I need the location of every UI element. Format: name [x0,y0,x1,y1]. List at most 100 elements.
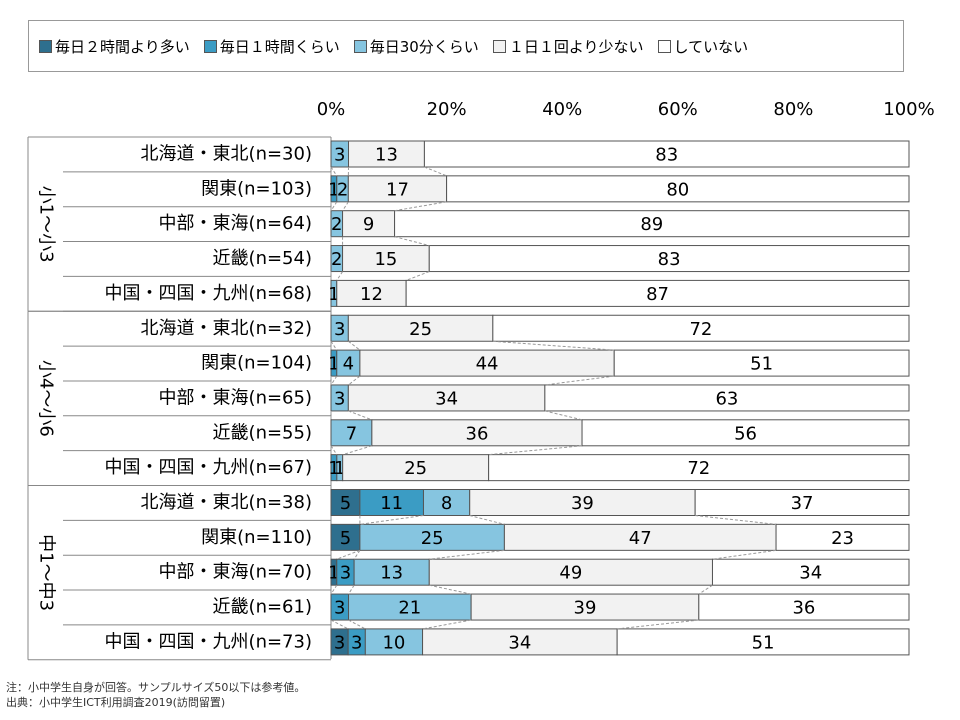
series-connector [394,201,447,212]
series-connector [330,445,338,455]
group-label: 中1～中3 [36,534,57,611]
bar-segment [711,558,910,586]
series-connector [422,619,472,630]
series-connector [544,375,615,386]
series-connector [429,584,472,595]
data-label: 1 [328,458,339,479]
x-tick-label: 80% [773,99,813,120]
data-label: 47 [629,528,652,549]
series-connector [348,340,361,351]
data-label: 1 [328,179,339,200]
data-label: 3 [334,388,345,409]
series-connector [330,375,338,386]
category-label: 関東(n=103) [201,178,312,199]
bar-segment [405,279,910,307]
chart-notes: 注：小中学生自身が回答。サンプルサイズ50以下は参考値。 出典：小中学生ICT利… [6,680,305,710]
legend-item: 毎日１時間くらい [203,36,340,57]
data-label: 3 [334,319,345,340]
category-label: 北海道・東北(n=38) [141,492,312,513]
bar-segment [492,314,910,342]
bar-segment [422,628,618,656]
bar-segment [330,419,373,447]
data-label: 21 [398,598,421,619]
data-label: 8 [441,493,452,514]
category-label: 中国・四国・九州(n=68) [105,283,312,304]
legend-label: していない [673,37,749,56]
legend-swatch [657,39,671,53]
x-tick-label: 60% [658,99,698,120]
bar-segment [348,140,425,168]
bar-segment [371,419,583,447]
group-label: 小4～小6 [36,360,57,437]
series-connector [544,410,583,421]
category-label: 近畿(n=55) [213,422,312,443]
data-label: 7 [346,423,357,444]
data-label: 25 [421,528,444,549]
data-label: 56 [734,423,757,444]
series-connector [695,515,777,525]
bar-segment [348,593,472,621]
category-label: 関東(n=104) [201,353,312,374]
data-label: 3 [351,632,362,653]
bar-segment [364,628,424,656]
data-label: 2 [331,249,342,270]
data-label: 87 [646,284,669,305]
legend-item: していない [657,36,749,57]
data-label: 15 [374,249,397,270]
data-label: 2 [331,214,342,235]
data-label: 13 [380,563,403,584]
bar-segment [775,523,910,551]
data-label: 13 [375,145,398,166]
data-label: 51 [750,354,773,375]
data-label: 9 [363,214,374,235]
legend-item: １日１回より少ない [492,36,644,57]
x-tick-label: 40% [542,99,582,120]
series-connector [405,271,430,281]
x-tick-label: 20% [427,99,467,120]
data-label: 89 [640,214,663,235]
bar-segment [394,210,910,238]
data-label: 25 [404,458,427,479]
bar-segment [470,593,700,621]
data-label: 72 [689,319,712,340]
bar-segment [698,593,910,621]
legend-swatch [203,39,217,53]
bar-segment [581,419,910,447]
legend-swatch [353,39,367,53]
series-connector [330,166,338,177]
category-label: 近畿(n=54) [213,248,312,269]
bar-segment [446,175,910,203]
data-label: 37 [791,493,814,514]
series-connector [712,549,777,560]
data-label: 49 [559,563,582,584]
note-line-1: 注：小中学生自身が回答。サンプルサイズ50以下は参考値。 [6,681,306,694]
data-label: 17 [386,179,409,200]
chart-legend: 毎日２時間より多い 毎日１時間くらい 毎日30分くらい １日１回より少ない していない [28,20,904,72]
legend-swatch [39,39,52,53]
bar-segment [342,245,430,273]
legend-label: １日１回より少ない [508,37,644,56]
data-label: 44 [476,354,499,375]
bar-segment [359,523,505,551]
data-label: 34 [799,563,822,584]
data-label: 83 [658,249,681,270]
x-tick-label: 100% [883,99,934,120]
x-tick-label: 0% [317,99,346,120]
data-label: 1 [328,354,339,375]
legend-label: 毎日２時間より多い [55,37,190,56]
series-connector [353,550,361,560]
bar-segment [694,489,910,516]
legend-item: 毎日30分くらい [353,36,479,57]
note-line-2: 出典：小中学生ICT利用調査2019(訪問留置) [6,696,226,709]
category-label: 中部・東海(n=64) [159,213,312,234]
category-label: 中国・四国・九州(n=73) [105,631,312,652]
data-label: 5 [340,493,351,514]
legend-label: 毎日30分くらい [369,37,479,56]
legend-item: 毎日２時間より多い [39,36,190,57]
data-label: 5 [340,528,351,549]
bar-segment [359,349,615,377]
data-label: 2 [337,179,348,200]
category-label: 中部・東海(n=70) [159,562,312,583]
data-label: 39 [574,598,597,619]
bar-segment [503,523,777,551]
